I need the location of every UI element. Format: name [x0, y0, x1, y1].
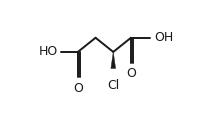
Text: O: O	[126, 67, 136, 80]
Polygon shape	[111, 52, 116, 68]
Text: Cl: Cl	[107, 79, 119, 92]
Text: OH: OH	[154, 31, 173, 44]
Text: HO: HO	[39, 45, 58, 58]
Text: O: O	[73, 82, 83, 95]
